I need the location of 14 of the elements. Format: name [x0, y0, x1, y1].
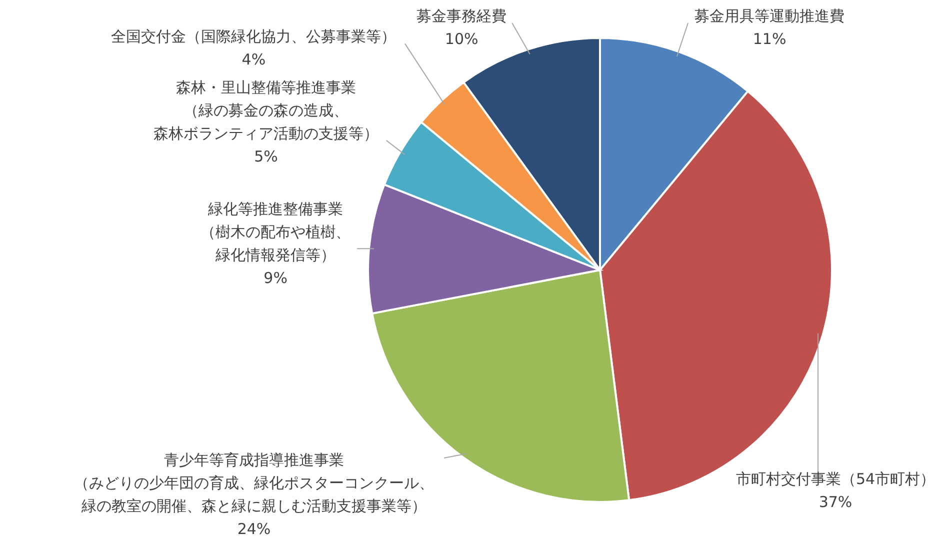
data-label: 4%: [242, 50, 266, 69]
data-label: 24%: [237, 520, 271, 538]
data-label: 5%: [254, 147, 278, 166]
data-label: 11%: [752, 30, 786, 48]
slice-label: 緑化等推進整備事業（樹木の配布や植樹、緑化情報発信等）: [200, 200, 351, 264]
data-label: 10%: [444, 30, 478, 48]
slice-label: 青少年等育成指導推進事業（みどりの少年団の育成、緑化ポスターコンクール、緑の教室の開催、森と緑に親しむ活動支援事業等）: [74, 451, 434, 515]
slice-label: 市町村交付事業（54市町村）: [736, 470, 936, 488]
slice-label: 募金用具等運動推進費: [694, 7, 845, 25]
slice-label: 森林・里山整備等推進事業（緑の募金の森の造成、森林ボランティア活動の支援等）: [154, 78, 379, 142]
data-label: 37%: [818, 493, 852, 512]
slice-label: 全国交付金（国際緑化協力、公募事業等）: [111, 28, 396, 46]
data-label: 9%: [264, 268, 288, 287]
slice-label: 募金事務経費: [416, 7, 507, 25]
